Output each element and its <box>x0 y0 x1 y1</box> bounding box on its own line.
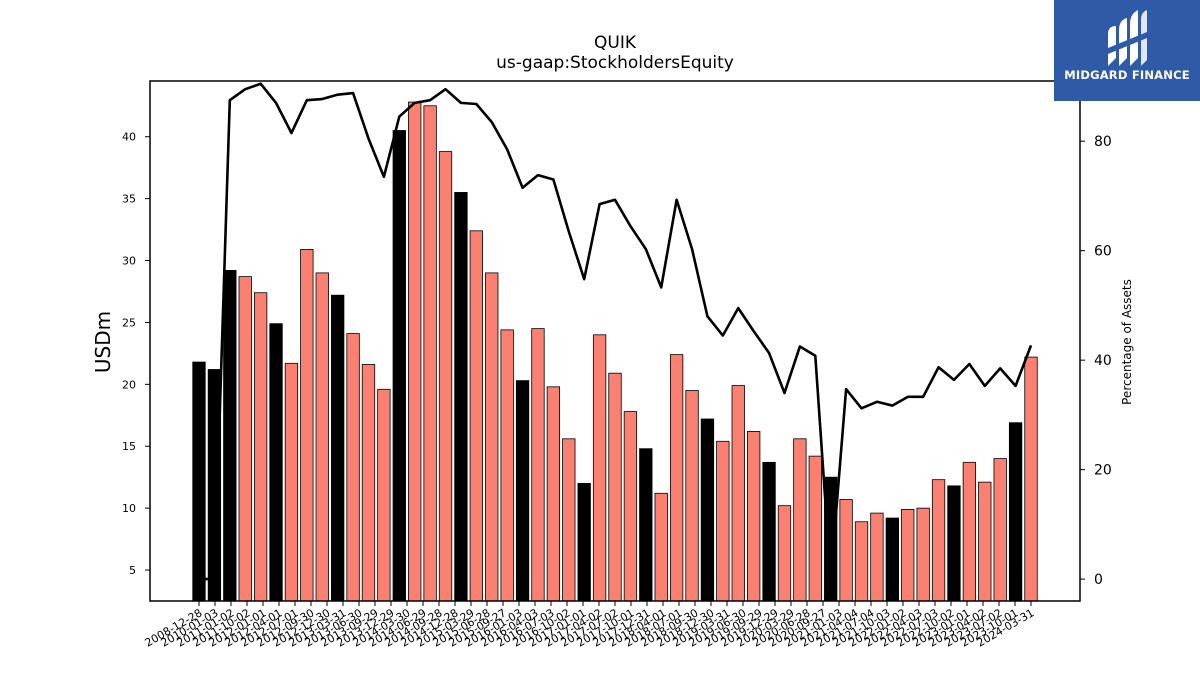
bar-2022-04-03 <box>1008 422 1023 602</box>
right-axis-ticks: 0 20 40 60 80 <box>1080 134 1112 588</box>
y-tick-label: 20 <box>122 378 136 391</box>
bar-2019-12-29 <box>870 512 884 602</box>
bar-2012-06-24 <box>408 101 422 602</box>
chart-subtitle: us-gaap:StockholdersEquity <box>496 53 734 73</box>
bar-2014-03-30 <box>515 380 530 602</box>
bar-2019-09-29 <box>854 521 869 602</box>
y-tick-label: 35 <box>122 193 136 206</box>
y2-tick-label: 0 <box>1094 572 1103 588</box>
x-axis-ticks: 2008-12-282010-01-032011-01-022011-10-02… <box>143 601 1037 650</box>
y2-tick-label: 60 <box>1094 244 1112 260</box>
bar-2020-09-27 <box>916 507 930 602</box>
bar-2012-12-30 <box>438 151 453 602</box>
bar-2018-09-30 <box>793 438 807 602</box>
bar-2013-03-31 <box>454 192 468 602</box>
bar-2015-06-28 <box>592 334 607 602</box>
bar-2017-12-31 <box>747 430 761 602</box>
bar-2021-07-04 <box>962 461 977 602</box>
y-tick-label: 15 <box>122 440 136 453</box>
bar-2017-04-02 <box>700 418 715 602</box>
bar-2011-06-26 <box>346 333 360 602</box>
bar-2021-10-03 <box>978 481 992 602</box>
bar-series <box>192 101 1038 602</box>
logo-text: MIDGARD FINANCE <box>1064 68 1190 82</box>
bar-2012-03-25 <box>392 130 406 602</box>
bar-2013-06-30 <box>469 230 483 602</box>
bar-2009-12-27 <box>253 292 268 602</box>
bar-2010-12-26 <box>315 272 329 602</box>
y2-tick-label: 20 <box>1094 463 1112 479</box>
bar-2017-01-01 <box>685 390 699 602</box>
bar-2018-07-01 <box>777 505 792 602</box>
bar-2018-12-30 <box>808 455 822 602</box>
y2-axis-label: Percentage of Assets <box>1120 279 1134 405</box>
bar-2011-12-25 <box>377 388 391 602</box>
bar-2016-10-02 <box>669 354 684 602</box>
y2-tick-label: 80 <box>1094 134 1112 150</box>
bar-2016-06-26 <box>654 492 668 602</box>
bar-2010-03-28 <box>269 323 283 602</box>
y2-tick-label: 40 <box>1094 353 1112 369</box>
bar-2019-06-30 <box>839 499 853 602</box>
bar-2015-12-27 <box>623 411 638 602</box>
bar-2008-12-28 <box>192 361 206 602</box>
bar-2011-03-27 <box>331 294 345 602</box>
bar-2013-12-29 <box>500 329 514 602</box>
bar-2015-03-29 <box>577 482 591 602</box>
bar-2010-09-26 <box>300 248 314 602</box>
y-tick-label: 5 <box>129 564 136 577</box>
left-axis-ticks: 5 10 15 20 25 30 35 40 <box>122 131 150 577</box>
y-tick-label: 30 <box>122 255 136 268</box>
bar-2022-01-02 <box>993 458 1007 602</box>
bar-2020-03-29 <box>885 517 899 602</box>
bar-2013-09-29 <box>485 272 499 602</box>
bar-2020-12-27 <box>931 479 946 602</box>
bar-2020-06-28 <box>901 508 915 602</box>
bar-2017-10-01 <box>731 385 745 602</box>
bar-2014-09-28 <box>546 386 561 602</box>
y-tick-label: 25 <box>122 316 136 329</box>
bar-2017-07-02 <box>716 440 730 602</box>
midgard-logo-icon <box>1108 10 1147 66</box>
percentage-line <box>199 82 1033 581</box>
bar-2009-06-28 <box>223 270 237 602</box>
midgard-finance-logo: MIDGARD FINANCE <box>1054 0 1200 101</box>
y-axis-label: USDm <box>91 311 115 373</box>
bar-2009-09-27 <box>238 276 252 602</box>
bar-2010-06-27 <box>284 362 299 602</box>
bar-2014-12-28 <box>562 438 576 602</box>
bar-2011-09-25 <box>361 364 376 602</box>
bar-2012-09-30 <box>423 105 437 602</box>
bar-2021-04-04 <box>947 485 961 602</box>
bar-2022-07-03 <box>1024 356 1038 602</box>
y-tick-label: 10 <box>122 502 136 515</box>
chart-title: QUIK <box>594 33 637 53</box>
bar-2018-04-01 <box>762 461 776 602</box>
bar-2014-06-29 <box>531 328 545 602</box>
bar-2016-03-27 <box>639 448 653 602</box>
y-tick-label: 40 <box>122 131 136 144</box>
bar-2015-09-27 <box>608 372 622 602</box>
